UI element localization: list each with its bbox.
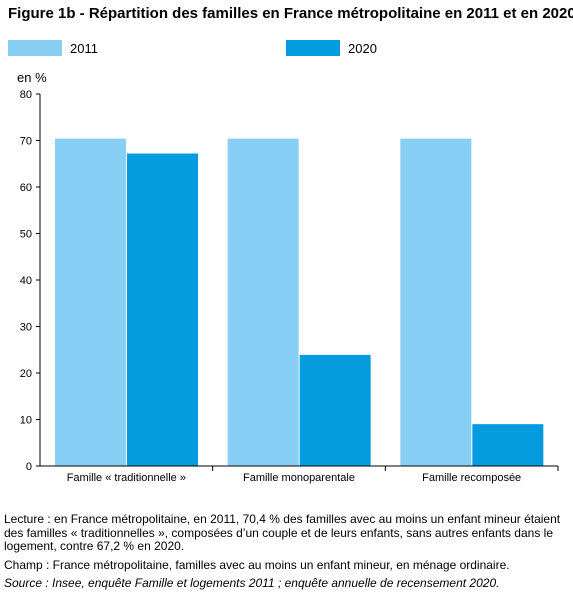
y-tick-label-0: 0 bbox=[26, 461, 32, 473]
y-tick-label-20: 20 bbox=[20, 368, 32, 380]
y-tick-label-70: 70 bbox=[20, 136, 32, 148]
x-tick-label-2: Famille monoparentale bbox=[243, 472, 355, 484]
bar-chart: Famille « traditionnelle » Famille monopa… bbox=[20, 89, 559, 484]
y-tick-label-10: 10 bbox=[20, 415, 32, 427]
lecture-note: Lecture : en France métropolitaine, en 2… bbox=[4, 512, 561, 554]
y-tick-label-40: 40 bbox=[20, 275, 32, 287]
x-tick-label-3: Famille recomposée bbox=[422, 472, 521, 484]
legend-item-2011: 2011 bbox=[8, 40, 98, 56]
y-tick-label-30: 30 bbox=[20, 322, 32, 334]
legend-item-2020: 2020 bbox=[286, 40, 377, 56]
chart-title: Figure 1b - Répartition des familles en … bbox=[8, 5, 573, 22]
bar-2020-1 bbox=[127, 153, 198, 466]
y-tick-label-80: 80 bbox=[20, 89, 32, 101]
source-note: Source : Insee, enquête Famille et logem… bbox=[4, 576, 500, 591]
legend-swatch-2011 bbox=[8, 40, 62, 56]
bar-2011-2 bbox=[227, 138, 299, 466]
legend-swatch-2020 bbox=[286, 40, 340, 56]
y-tick-label-60: 60 bbox=[20, 182, 32, 194]
chart-notes: Lecture : en France métropolitaine, en 2… bbox=[4, 512, 566, 596]
champ-note: Champ : France métropolitaine, familles … bbox=[4, 557, 510, 572]
bar-2020-2 bbox=[299, 354, 371, 466]
bar-2020-3 bbox=[472, 424, 544, 466]
bar-2011-3 bbox=[400, 138, 472, 466]
legend-label-2011: 2011 bbox=[70, 40, 98, 56]
bar-2011-1 bbox=[55, 138, 126, 466]
y-tick-label-50: 50 bbox=[20, 229, 32, 241]
x-tick-label-1: Famille « traditionnelle » bbox=[67, 472, 186, 484]
legend-label-2020: 2020 bbox=[348, 40, 377, 56]
y-axis-unit-label: en % bbox=[17, 70, 47, 85]
